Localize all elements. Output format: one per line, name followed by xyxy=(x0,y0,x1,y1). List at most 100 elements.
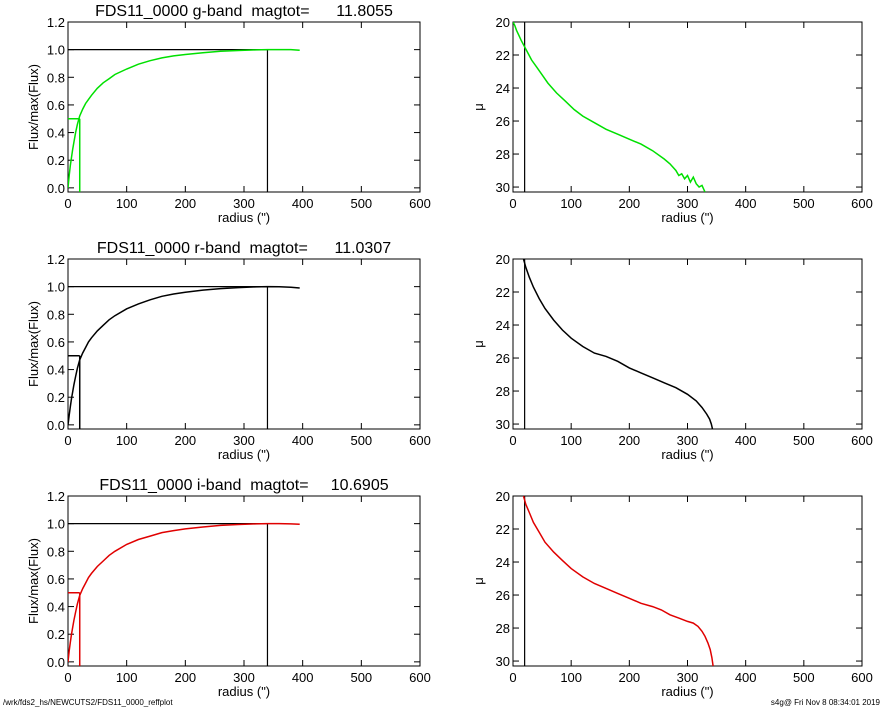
chart-0-xtick-label-3: 300 xyxy=(233,196,255,211)
chart-4-series-line-0 xyxy=(68,522,300,662)
chart-1-ytick-label-0: 20 xyxy=(496,15,510,30)
chart-0-ytick-label-0: 0.0 xyxy=(47,181,65,196)
chart-5-xtick-label-3: 300 xyxy=(677,670,699,685)
chart-1-frame xyxy=(512,21,863,193)
chart-3-xtick-label-3: 300 xyxy=(677,433,699,448)
chart-1-series-line-0 xyxy=(513,22,706,192)
panels: 0 100 200 300 400 500 6000.00.20.40.60.81.01.2… xyxy=(26,3,873,699)
chart-0-ylabel: Flux/max(Flux) xyxy=(26,64,41,150)
chart-3-xlabel: radius (") xyxy=(661,447,713,462)
chart-1-ytick-label-2: 24 xyxy=(496,81,510,96)
chart-0-xtick-label-4: 400 xyxy=(292,196,314,211)
chart-3-xtick-label-5: 500 xyxy=(793,433,815,448)
chart-0-xtick-label-2: 200 xyxy=(174,196,196,211)
chart-1-xtick-label-3: 300 xyxy=(677,196,699,211)
chart-1-xtick-label-5: 500 xyxy=(793,196,815,211)
chart-2-ytick-label-0: 0.0 xyxy=(47,418,65,433)
chart-4-title: FDS11_0000 i-band magtot= 10.6905 xyxy=(99,477,388,494)
chart-3-ytick-label-5: 30 xyxy=(496,417,510,432)
chart-4-xtick-label-0: 0 xyxy=(64,670,71,685)
chart-5-ylabel: μ xyxy=(471,577,486,585)
chart-0-xtick-label-0: 0 xyxy=(64,196,71,211)
chart-4-xlabel: radius (") xyxy=(218,684,270,699)
chart-4-frame xyxy=(67,495,421,667)
chart-0-ytick-label-2: 0.4 xyxy=(47,126,65,141)
footer-right-text: s4g@ Fri Nov 8 08:34:01 2019 xyxy=(771,698,881,707)
chart-2-xtick-label-4: 400 xyxy=(292,433,314,448)
chart-3-series-line-0 xyxy=(522,259,714,429)
chart-3-frame xyxy=(512,258,863,430)
chart-4-xtick-label-3: 300 xyxy=(233,670,255,685)
chart-2-xtick-label-1: 100 xyxy=(116,433,138,448)
chart-1-ytick-label-3: 26 xyxy=(496,114,510,129)
chart-4-ytick-label-0: 0.0 xyxy=(47,655,65,670)
chart-3-ytick-label-3: 26 xyxy=(496,351,510,366)
chart-3-xtick-label-6: 600 xyxy=(851,433,873,448)
chart-4-ytick-label-2: 0.4 xyxy=(47,600,65,615)
chart-4-ylabel: Flux/max(Flux) xyxy=(26,538,41,624)
chart-0-xtick-label-5: 500 xyxy=(350,196,372,211)
chart-panel-2: 0 100 200 300 400 500 600 0.0 0.2 0.4 0.6 0.8 1.0 1.2… xyxy=(26,240,431,462)
chart-3-ytick-label-2: 24 xyxy=(496,318,510,333)
chart-0-title: FDS11_0000 g-band magtot= 11.8055 xyxy=(95,3,393,20)
chart-4-ytick-label-3: 0.6 xyxy=(47,572,65,587)
chart-0-ytick-label-4: 0.8 xyxy=(47,70,65,85)
chart-5-xtick-label-1: 100 xyxy=(560,670,582,685)
chart-2-xtick-label-0: 0 xyxy=(64,433,71,448)
chart-0-xlabel: radius (") xyxy=(218,210,270,225)
chart-panel-4: 0 100 200 300 400 500 600 0.0 0.2 0.4 0.6 0.8 1.0 1.2… xyxy=(26,477,431,699)
chart-2-ytick-label-5: 1.0 xyxy=(47,280,65,295)
chart-1-ytick-label-4: 28 xyxy=(496,147,510,162)
chart-0-frame xyxy=(67,21,421,193)
chart-4-xtick-label-4: 400 xyxy=(292,670,314,685)
chart-5-ytick-label-5: 30 xyxy=(496,654,510,669)
chart-5-xtick-label-6: 600 xyxy=(851,670,873,685)
chart-1-ytick-label-5: 30 xyxy=(496,180,510,195)
chart-4-xtick-label-5: 500 xyxy=(350,670,372,685)
chart-0-ytick-label-1: 0.2 xyxy=(47,153,65,168)
chart-2-ylabel: Flux/max(Flux) xyxy=(26,301,41,387)
chart-5-xtick-label-4: 400 xyxy=(735,670,757,685)
chart-5-xtick-label-2: 200 xyxy=(618,670,640,685)
chart-3-ytick-label-0: 20 xyxy=(496,252,510,267)
chart-2-ytick-label-6: 1.2 xyxy=(47,252,65,267)
chart-2-ytick-label-3: 0.6 xyxy=(47,335,65,350)
chart-5-frame xyxy=(512,495,863,667)
chart-panel-3: 0 100 200 300 400 500 600 20 22 24 26 28 30 radius ("… xyxy=(471,252,873,462)
chart-4-xtick-label-1: 100 xyxy=(116,670,138,685)
chart-1-xtick-label-0: 0 xyxy=(509,196,516,211)
chart-0-xtick-label-1: 100 xyxy=(116,196,138,211)
chart-2-xlabel: radius (") xyxy=(218,447,270,462)
chart-2-xtick-label-5: 500 xyxy=(350,433,372,448)
chart-0-ytick-label-5: 1.0 xyxy=(47,43,65,58)
chart-5-ytick-label-0: 20 xyxy=(496,489,510,504)
chart-0-ytick-label-3: 0.6 xyxy=(47,98,65,113)
chart-3-ytick-label-1: 22 xyxy=(496,285,510,300)
chart-1-ylabel: μ xyxy=(471,103,486,111)
chart-2-ytick-label-2: 0.4 xyxy=(47,363,65,378)
footer-left-text: /wrk/fds2_hs/NEWCUTS2/FDS11_0000_reffplo… xyxy=(3,698,173,707)
chart-5-series-line-0 xyxy=(522,496,714,666)
chart-1-xtick-label-2: 200 xyxy=(618,196,640,211)
chart-2-xtick-label-3: 300 xyxy=(233,433,255,448)
chart-2-ytick-label-4: 0.8 xyxy=(47,307,65,322)
chart-5-ytick-label-2: 24 xyxy=(496,555,510,570)
chart-panel-1: 0 100 200 300 400 500 600 20 22 24 26 28 30 radius ("… xyxy=(471,15,873,225)
chart-3-xtick-label-2: 200 xyxy=(618,433,640,448)
chart-1-xtick-label-6: 600 xyxy=(851,196,873,211)
chart-1-xlabel: radius (") xyxy=(661,210,713,225)
chart-4-xtick-label-6: 600 xyxy=(409,670,431,685)
chart-3-ytick-label-4: 28 xyxy=(496,384,510,399)
chart-4-ytick-label-6: 1.2 xyxy=(47,489,65,504)
chart-2-title: FDS11_0000 r-band magtot= 11.0307 xyxy=(97,240,391,257)
chart-2-xtick-label-6: 600 xyxy=(409,433,431,448)
chart-5-ytick-label-1: 22 xyxy=(496,522,510,537)
chart-1-ytick-label-1: 22 xyxy=(496,48,510,63)
chart-4-ytick-label-4: 0.8 xyxy=(47,544,65,559)
chart-0-ytick-label-6: 1.2 xyxy=(47,15,65,30)
chart-5-ytick-label-3: 26 xyxy=(496,588,510,603)
chart-5-ytick-label-4: 28 xyxy=(496,621,510,636)
chart-5-xtick-label-0: 0 xyxy=(509,670,516,685)
chart-1-xtick-label-1: 100 xyxy=(560,196,582,211)
chart-0-xtick-label-6: 600 xyxy=(409,196,431,211)
